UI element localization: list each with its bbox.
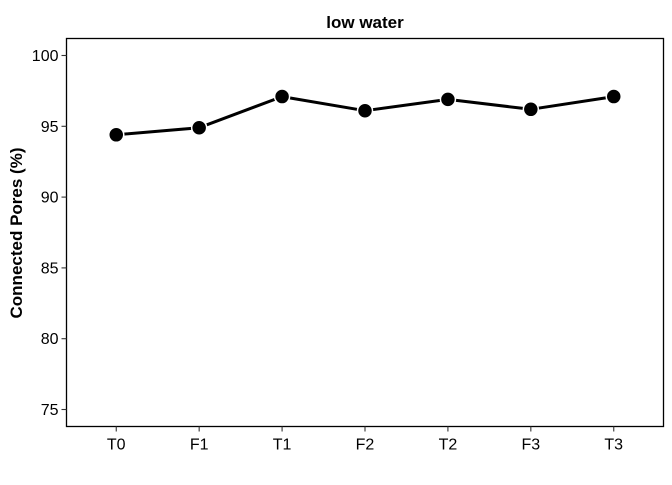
y-tick-label: 95	[41, 119, 59, 136]
y-tick-label: 90	[41, 190, 59, 207]
x-tick-label: F1	[190, 437, 209, 454]
data-point-f1	[190, 119, 208, 136]
y-axis-title: Connected Pores (%)	[7, 148, 26, 319]
y-tick-label: 75	[41, 402, 59, 419]
data-point-t0	[108, 126, 125, 144]
y-axis: 75 80 85 90 95 100	[32, 48, 67, 419]
chart-title: low water	[326, 13, 404, 32]
x-tick-label: F2	[356, 437, 375, 454]
x-tick-label: T3	[604, 437, 623, 454]
data-point-f2	[356, 102, 374, 119]
x-tick-label: F3	[521, 437, 540, 454]
data-point-t3	[605, 88, 622, 105]
x-axis: T0 F1 T1 F2 T2 F3 T3	[107, 426, 623, 454]
y-tick-label: 80	[41, 331, 59, 348]
plot-panel-border	[65, 37, 665, 428]
data-point-t2	[439, 91, 457, 108]
series-layer	[108, 88, 622, 144]
x-tick-label: T2	[439, 437, 458, 454]
y-tick-label: 100	[32, 48, 59, 65]
x-tick-label: T1	[273, 437, 292, 454]
y-tick-label: 85	[41, 260, 59, 277]
data-point-f3	[522, 101, 540, 118]
x-tick-label: T0	[107, 437, 126, 454]
data-point-t1	[273, 88, 291, 105]
